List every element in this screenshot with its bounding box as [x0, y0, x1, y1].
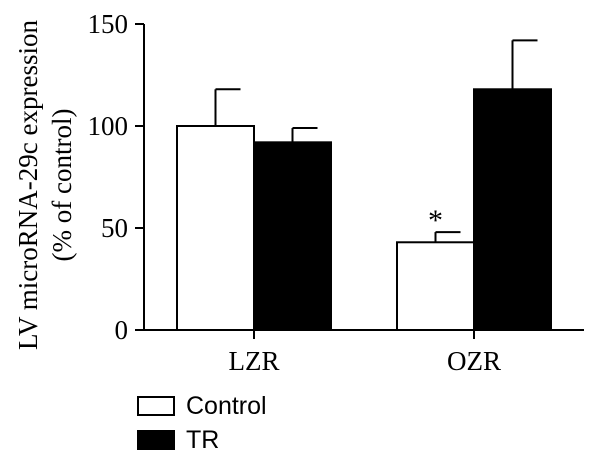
y-axis: 0 50 100 150: [88, 9, 145, 345]
bars-group: [176, 88, 552, 331]
x-axis: LZR OZR: [144, 329, 584, 376]
bar-tr-ozr: [473, 88, 552, 331]
legend-label-control: Control: [186, 392, 267, 420]
y-tick-label: 100: [88, 111, 129, 141]
legend: Control TR: [137, 392, 267, 454]
y-axis-label-line-2: (% of control): [47, 109, 77, 262]
legend-label-tr: TR: [186, 426, 219, 454]
error-bars-group: [214, 39, 538, 243]
bar-control-lzr: [176, 125, 255, 331]
x-tick-label: LZR: [229, 346, 280, 376]
y-tick-label: 150: [88, 9, 129, 39]
y-tick-label: 50: [101, 213, 128, 243]
significance-marker: *: [428, 204, 443, 237]
legend-swatch-control: [137, 396, 175, 416]
y-tick-label: 0: [115, 315, 129, 345]
y-axis-title: LV microRNA-29c expression (% of control…: [13, 20, 77, 350]
bar-tr-lzr: [253, 141, 332, 331]
y-axis-label-line-1: LV microRNA-29c expression: [13, 20, 43, 350]
bar-control-ozr: [396, 241, 475, 331]
x-tick-label: OZR: [447, 346, 501, 376]
legend-swatch-tr: [137, 430, 175, 450]
annotations-group: *: [428, 204, 443, 237]
